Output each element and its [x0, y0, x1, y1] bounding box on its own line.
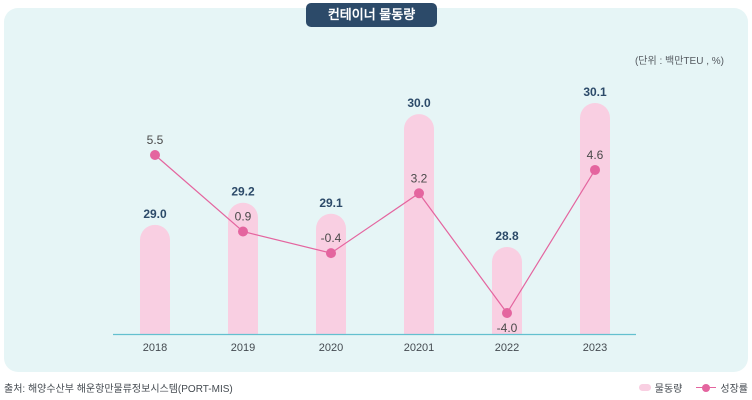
- bar-value-label: 28.8: [495, 229, 519, 243]
- legend-bar-label: 물동량: [654, 384, 683, 395]
- growth-point-20201: [414, 188, 424, 199]
- bar-20201: [404, 114, 434, 334]
- growth-point-2018: [150, 150, 160, 160]
- bar-value-label: 29.0: [143, 207, 167, 221]
- chart-area: 29.0 2018 29.2 2019 29.1 2020 30.0 20201 28.8 202…: [113, 85, 636, 354]
- legend-line-label: 성장률: [720, 384, 748, 395]
- x-tick-label: 2023: [583, 342, 607, 354]
- legend-item-bar: 물동량: [638, 380, 683, 395]
- growth-value-label: 4.6: [587, 148, 604, 162]
- legend: 물동량 성장률: [631, 380, 748, 395]
- growth-value-label: -4.0: [497, 321, 518, 335]
- source-note: 출처: 해양수산부 해운항만물류정보시스템(PORT-MIS): [4, 384, 233, 395]
- growth-line: [154, 154, 596, 315]
- unit-note: (단위 : 백만TEU , %): [634, 56, 724, 67]
- chart-title: 컨테이너 물동량: [306, 3, 437, 27]
- legend-line-swatch: [696, 383, 717, 392]
- growth-value-label: 5.5: [147, 133, 164, 147]
- x-tick-label: 2022: [495, 342, 519, 354]
- growth-point-2020: [326, 248, 336, 259]
- growth-point-2019: [238, 226, 248, 237]
- bar-2018: [140, 224, 170, 334]
- bar-value-label: 29.2: [231, 185, 255, 199]
- growth-value-label: -0.4: [321, 231, 342, 245]
- growth-value-label: 3.2: [411, 171, 428, 185]
- growth-point-2023: [590, 164, 600, 175]
- x-tick-label: 2019: [231, 342, 255, 354]
- legend-bar-swatch: [638, 384, 651, 391]
- bar-value-label: 30.0: [407, 96, 431, 110]
- x-tick-label: 20201: [404, 342, 435, 354]
- bar-2020: [316, 213, 346, 334]
- bar-2023: [580, 103, 610, 334]
- x-tick-label: 2018: [143, 342, 167, 354]
- x-tick-label: 2020: [319, 342, 343, 354]
- chart-panel: [4, 8, 748, 372]
- growth-value-label: 0.9: [235, 210, 252, 224]
- bar-value-label: 30.1: [583, 85, 607, 99]
- growth-point-2022: [502, 308, 512, 318]
- legend-item-line: 성장률: [696, 380, 748, 395]
- bar-2022: [492, 247, 522, 334]
- bar-value-label: 29.1: [319, 196, 343, 210]
- bar-2019: [228, 202, 258, 334]
